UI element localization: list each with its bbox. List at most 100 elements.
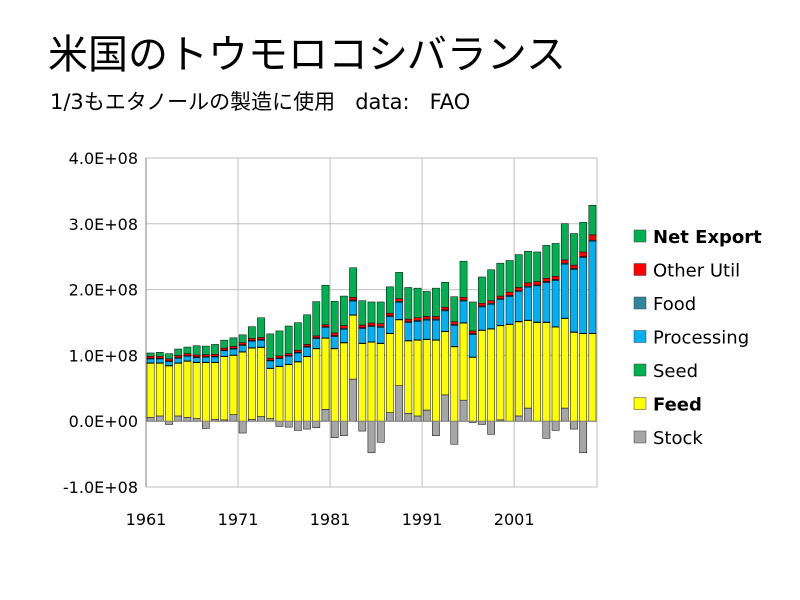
bar-segment-processing [229,348,238,356]
legend-label: Stock [653,428,703,449]
bar-segment-feed [201,362,210,422]
bar-segment-net-export [386,286,394,314]
bar-segment-other-util [395,298,403,302]
bar-segment-feed [560,318,569,409]
bar-segment-other-util [413,317,422,321]
bar-segment-processing [248,340,256,348]
bar-segment-other-util [220,347,229,351]
bar-segment-net-export [367,301,376,324]
bar-segment-stock [395,385,403,422]
x-tick-label: 1961 [126,510,167,529]
bar-segment-other-util [257,337,265,340]
bar-segment-feed [588,333,597,422]
bar-segment-feed [275,366,284,422]
bar-segment-other-util [275,355,284,359]
bar-segment-other-util [340,325,348,329]
bar-segment-stock [201,420,210,429]
bar-segment-feed [174,363,183,417]
bar-segment-feed [542,322,551,422]
bar-segment-processing [266,360,275,369]
bar-segment-feed [450,346,459,422]
bar-segment-net-export [441,281,449,308]
bar-segment-processing [478,306,486,331]
bar-segment-feed [404,340,413,414]
bar-segment-net-export [395,272,403,299]
bar-segment-net-export [588,204,597,236]
bar-segment-other-util [201,354,210,357]
bar-segment-feed [570,332,578,422]
bar-segment-processing [376,327,385,344]
bar-segment-other-util [478,303,486,307]
legend-swatch [633,330,647,343]
bar-segment-processing [358,328,367,344]
bar-segment-feed [211,362,219,420]
bar-segment-stock [303,420,311,430]
bar-segment-other-util [588,234,597,241]
y-tick-label: -1.0E+08 [63,478,138,497]
bar-segment-stock [386,412,394,422]
x-tick-label: 1981 [310,510,351,529]
bar-segment-stock [459,399,468,422]
bar-segment-net-export [294,322,302,351]
bar-segment-feed [192,362,201,419]
bar-segment-stock [294,420,302,431]
bar-segment-feed [551,326,560,422]
bar-segment-net-export [146,352,155,357]
bar-segment-processing [201,356,210,363]
bar-segment-processing [395,302,403,320]
bar-segment-processing [183,356,192,362]
bar-segment-stock [487,420,495,435]
bar-segment-other-util [367,322,376,326]
bar-segment-net-export [155,352,164,357]
bar-segment-stock [542,420,551,439]
bar-segment-stock [174,415,183,422]
bar-segment-net-export [321,284,330,325]
bar-segment-processing [551,280,560,327]
bar-segment-other-util [174,355,183,358]
bar-segment-processing [422,319,431,340]
bar-segment-net-export [468,301,477,332]
bar-segment-net-export [266,333,275,359]
x-tick-label: 1971 [218,510,259,529]
bar-segment-processing [468,334,477,358]
bar-segment-feed [312,348,321,422]
bar-segment-net-export [257,317,265,338]
bar-segment-net-export [487,269,495,301]
bar-segment-other-util [211,354,219,357]
bar-segment-processing [174,357,183,364]
bar-segment-processing [542,282,551,323]
bar-segment-net-export [450,296,459,322]
bar-segment-processing [312,338,321,349]
bar-segment-stock [340,420,348,436]
bar-segment-net-export [238,334,247,344]
bar-segment-feed [395,319,403,386]
bar-segment-feed [505,324,514,422]
bar-segment-stock [579,420,588,454]
bar-segment-feed [514,321,523,417]
bar-segment-other-util [238,342,247,345]
bar-segment-net-export [284,325,293,354]
bar-segment-other-util [542,278,551,282]
bar-segment-feed [524,320,532,409]
axes [145,158,597,487]
bar-segment-net-export [496,262,505,297]
bar-segment-feed [183,361,192,418]
bar-segment-processing [275,358,284,367]
bar-segment-other-util [312,335,321,339]
bar-segment-feed [257,347,265,417]
bar-segment-feed [478,330,486,422]
bar-segment-stock [257,416,265,422]
bar-segment-feed [432,340,440,422]
bar-segment-other-util [358,324,367,328]
bar-segment-processing [294,352,302,362]
bar-segment-processing [330,336,339,349]
bar-segment-net-export [201,345,210,355]
bar-segment-other-util [514,287,523,292]
legend-label: Other Util [653,261,740,282]
y-tick-label: 4.0E+08 [69,149,138,168]
bar-segment-other-util [422,316,431,320]
bar-segment-processing [238,345,247,352]
bar-segment-other-util [165,358,173,362]
bar-segment-stock [551,420,560,431]
bar-segment-processing [579,257,588,334]
